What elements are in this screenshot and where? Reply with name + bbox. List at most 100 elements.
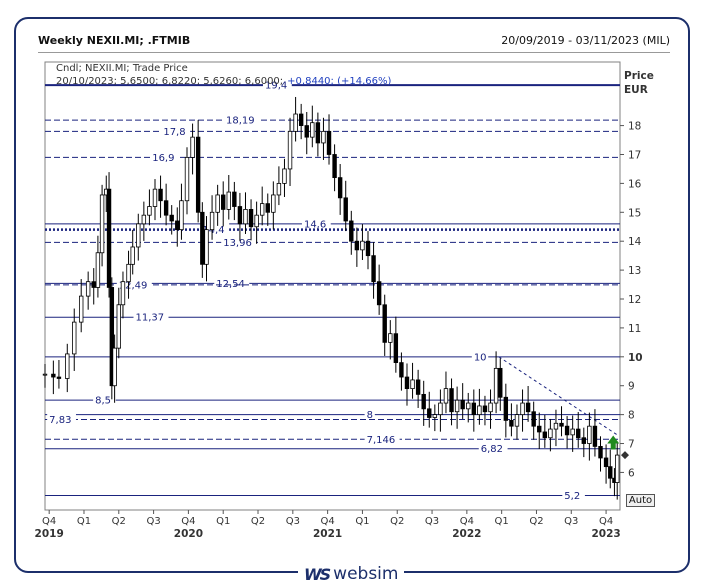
- x-tick-label: Q1: [216, 516, 230, 527]
- candle-body: [332, 154, 337, 179]
- candle-body: [271, 194, 276, 213]
- candle-body: [120, 281, 126, 306]
- candle-body: [587, 425, 592, 444]
- candle-body: [404, 376, 410, 390]
- candle-body: [315, 122, 321, 144]
- candle-body: [443, 388, 449, 404]
- level-label: 11,37: [135, 313, 164, 324]
- candle-body: [427, 408, 432, 418]
- candle-body: [603, 457, 609, 468]
- candle-body: [175, 220, 180, 231]
- candle-body: [169, 214, 174, 222]
- level-label-bg: [262, 78, 292, 91]
- candle-body: [498, 367, 503, 398]
- auto-scale-button[interactable]: Auto: [626, 494, 655, 507]
- candle-body: [393, 333, 399, 363]
- y-tick-label: 14: [628, 236, 642, 248]
- candle-body: [531, 411, 536, 427]
- candle-body: [243, 209, 248, 225]
- level-label-bg: [150, 150, 180, 163]
- candle-body: [152, 188, 158, 207]
- candle-body: [85, 281, 91, 297]
- candle-body: [482, 405, 488, 413]
- candle-body: [126, 263, 131, 283]
- candle-body: [576, 428, 581, 439]
- y-tick-label: 12: [628, 294, 641, 306]
- candle-body: [564, 425, 570, 436]
- y-tick-label: 18: [628, 121, 641, 133]
- candle-body: [477, 405, 482, 416]
- candle-body: [265, 203, 270, 213]
- x-year-label: 2021: [313, 528, 342, 540]
- x-year-label: 2020: [174, 528, 203, 540]
- level-label-bg: [478, 441, 508, 454]
- candle-body: [109, 287, 115, 387]
- candle-body: [592, 425, 598, 447]
- candle-body: [293, 113, 298, 132]
- candle-body: [376, 281, 382, 306]
- y-axis: 6 7 8 9 10 11 12 13 14 15 16 17 18: [620, 121, 643, 479]
- x-tick-label: Q4: [181, 516, 195, 527]
- level-label: 8: [367, 410, 373, 421]
- candle-body: [488, 402, 493, 413]
- candle-body: [449, 388, 454, 413]
- candle-body: [493, 367, 499, 404]
- y-tick-label: 9: [628, 381, 635, 393]
- candle-body: [304, 125, 309, 138]
- candle-body: [254, 214, 259, 228]
- currency-axis-label: EUR: [624, 84, 648, 96]
- x-tick-label: Q4: [321, 516, 335, 527]
- candle-body: [298, 113, 304, 126]
- price-axis-label: Price: [624, 70, 654, 82]
- candle-body: [190, 136, 195, 158]
- header-divider: [38, 52, 670, 53]
- x-tick-label: Q3: [286, 516, 300, 527]
- candle-body: [415, 379, 421, 395]
- x-tick-label: Q3: [564, 516, 578, 527]
- candle-body: [130, 246, 135, 265]
- candle-body: [460, 399, 465, 410]
- candle-body: [326, 130, 332, 155]
- candle-body: [310, 122, 315, 138]
- level-label: 13,96: [223, 238, 252, 249]
- y-tick-label: 16: [628, 178, 642, 190]
- level-label-bg: [364, 407, 375, 420]
- candle-body: [382, 304, 387, 343]
- candle-body: [454, 399, 460, 413]
- chart-title: Weekly NEXII.MI; .FTMIB: [38, 34, 191, 47]
- candle-body: [360, 240, 365, 251]
- x-tick-label: Q2: [529, 516, 543, 527]
- candle-body: [371, 255, 376, 283]
- candle-body: [248, 209, 254, 228]
- candle-body: [163, 200, 169, 216]
- candle-body: [514, 414, 520, 427]
- candle-body: [232, 191, 237, 207]
- candle-body: [337, 177, 343, 199]
- x-tick-label: Q4: [599, 516, 613, 527]
- candle-body: [570, 428, 575, 436]
- level-label-bg: [471, 349, 489, 362]
- candle-body: [72, 321, 77, 355]
- candle-body: [221, 194, 226, 210]
- candle-body: [520, 402, 525, 416]
- level-label: 10: [474, 352, 487, 363]
- candle-body: [343, 197, 348, 222]
- candle-body: [195, 136, 201, 213]
- candle-body: [215, 194, 220, 213]
- level-label: 7,146: [367, 435, 396, 446]
- candle-body: [65, 353, 70, 379]
- candle-body: [179, 200, 184, 231]
- candle-body: [321, 130, 326, 144]
- x-year-label: 2019: [35, 528, 64, 540]
- candle-body: [141, 214, 147, 225]
- level-label-bg: [364, 432, 400, 445]
- level-label-bg: [116, 277, 152, 290]
- candle-body: [209, 211, 215, 231]
- candle-body: [615, 454, 620, 483]
- candle-body: [287, 130, 293, 170]
- support-resistance-levels: 19,418,1917,816,914,614,413,9612,5412,49…: [45, 78, 620, 502]
- candle-body: [276, 182, 282, 196]
- candle-body: [438, 402, 443, 416]
- y-tick-label: 10: [628, 352, 643, 364]
